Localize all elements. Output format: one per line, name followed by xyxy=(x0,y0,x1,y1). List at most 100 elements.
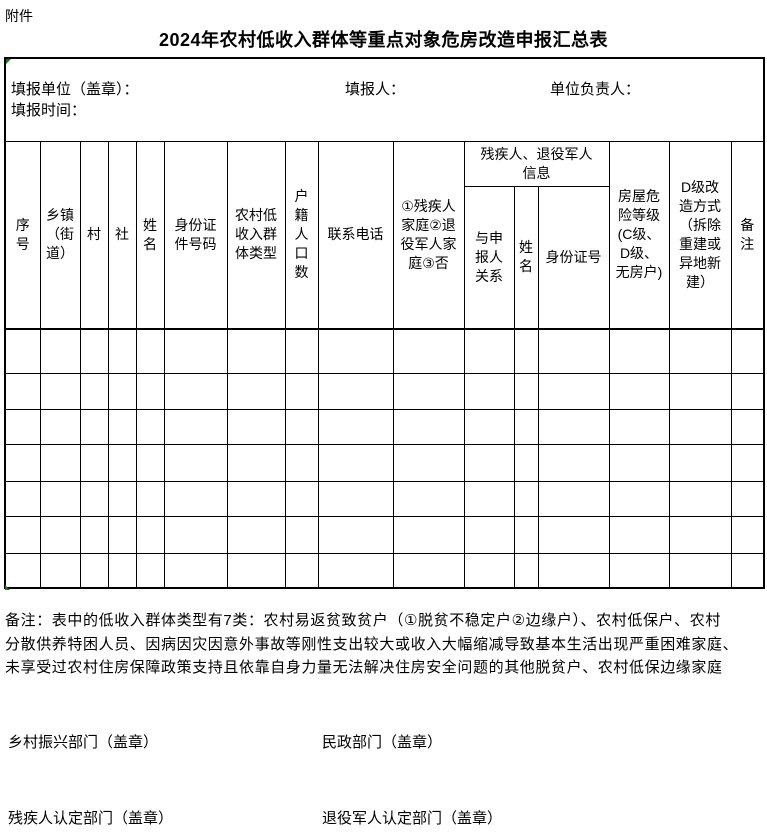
empty-cell xyxy=(4,372,41,410)
header-row-1: 序 号 乡镇 （街 道） 村 社 姓 名 身份证 件号码 农村低 收入群 体类型… xyxy=(4,140,765,330)
empty-cell xyxy=(163,515,228,554)
table-row xyxy=(4,372,765,410)
empty-cell xyxy=(79,443,109,482)
col-header-group-type: 农村低 收入群 体类型 xyxy=(226,140,286,330)
empty-cell xyxy=(513,480,539,517)
empty-cell xyxy=(107,480,137,517)
col-header-d-mode: D级改 造方式 （拆除 重建或 异地新 建） xyxy=(668,140,732,330)
empty-cell xyxy=(135,480,165,517)
page-title: 2024年农村低收入群体等重点对象危房改造申报汇总表 xyxy=(158,30,609,50)
col-header-phone: 联系电话 xyxy=(317,140,394,330)
info-cell: 填报单位（盖章）： 填报人： 单位负责人： 填报时间： xyxy=(4,57,765,142)
col-header-relation: 与申 报人 关系 xyxy=(463,185,515,330)
reporter-label: 填报人： xyxy=(345,80,406,98)
stamp-veterans-certification: 退役军人认定部门（盖章） xyxy=(322,810,503,827)
empty-cell xyxy=(668,328,732,374)
col-header-seq: 序 号 xyxy=(4,140,41,330)
empty-cell xyxy=(668,408,732,445)
col-header-township: 乡镇 （街 道） xyxy=(39,140,81,330)
empty-cell xyxy=(284,480,319,517)
empty-cell xyxy=(107,515,137,554)
table-header-section: 序 号 乡镇 （街 道） 村 社 姓 名 身份证 件号码 农村低 收入群 体类型… xyxy=(4,140,765,330)
stamp-row-2: 残疾人认定部门（盖章） 退役军人认定部门（盖章） xyxy=(0,807,767,827)
col-header-household-pop: 户 籍 人 口 数 xyxy=(284,140,319,330)
empty-cell xyxy=(226,515,286,554)
empty-cell xyxy=(668,515,732,554)
empty-cell xyxy=(79,408,109,445)
empty-cell xyxy=(608,372,670,410)
empty-cell xyxy=(135,443,165,482)
empty-cell xyxy=(107,552,137,589)
empty-cell xyxy=(317,443,394,482)
empty-cell xyxy=(608,408,670,445)
empty-cell xyxy=(730,443,765,482)
table-row xyxy=(4,515,765,554)
empty-cell xyxy=(79,515,109,554)
empty-cell xyxy=(163,328,228,374)
empty-cell xyxy=(79,480,109,517)
empty-cell xyxy=(135,408,165,445)
col-header-remark: 备 注 xyxy=(730,140,765,330)
empty-cell xyxy=(4,443,41,482)
col-group-header-disabled-veteran-info: 残疾人、退役军人 信息 xyxy=(463,140,610,187)
stamp-row-1: 乡村振兴部门（盖章） 民政部门（盖章） xyxy=(0,731,767,751)
empty-cell xyxy=(317,552,394,589)
empty-cell xyxy=(226,328,286,374)
empty-cell xyxy=(107,443,137,482)
empty-cell xyxy=(39,552,81,589)
stamp-civil-affairs: 民政部门（盖章） xyxy=(322,734,443,751)
empty-cell xyxy=(79,552,109,589)
empty-cell xyxy=(107,408,137,445)
empty-cell xyxy=(4,515,41,554)
note-line: 分散供养特困人员、因病因灾因意外事故等刚性支出较大或收入大幅缩减导致基本生活出现… xyxy=(5,635,739,653)
empty-cell xyxy=(730,552,765,589)
empty-cell xyxy=(226,480,286,517)
summary-table: 填报单位（盖章）： 填报人： 单位负责人： 填报时间： 序 号 乡镇 （街 道）… xyxy=(4,57,766,589)
col-header-she: 社 xyxy=(107,140,137,330)
empty-cell xyxy=(135,515,165,554)
empty-cell xyxy=(392,515,465,554)
excel-marker-icon xyxy=(6,59,11,64)
empty-cell xyxy=(392,328,465,374)
table-info-section: 填报单位（盖章）： 填报人： 单位负责人： 填报时间： xyxy=(4,57,765,142)
empty-cell xyxy=(284,408,319,445)
empty-cell xyxy=(107,372,137,410)
note-block: 备注：表中的低收入群体类型有7类：农村易返贫致贫户（①脱贫不稳定户②边缘户）、农… xyxy=(5,609,765,680)
empty-cell xyxy=(730,372,765,410)
col-header-village: 村 xyxy=(79,140,109,330)
empty-cell xyxy=(135,328,165,374)
empty-cell xyxy=(4,552,41,589)
table-row xyxy=(4,328,765,374)
col-header-name: 姓 名 xyxy=(135,140,165,330)
empty-cell xyxy=(513,552,539,589)
empty-cell xyxy=(163,443,228,482)
empty-cell xyxy=(608,443,670,482)
empty-cell xyxy=(163,552,228,589)
attachment-label: 附件 xyxy=(5,8,33,24)
empty-cell xyxy=(39,328,81,374)
empty-cell xyxy=(513,515,539,554)
empty-cell xyxy=(4,328,41,374)
empty-cell xyxy=(730,480,765,517)
empty-cell xyxy=(317,408,394,445)
empty-cell xyxy=(537,372,610,410)
empty-cell xyxy=(226,408,286,445)
empty-cell xyxy=(317,328,394,374)
empty-cell xyxy=(4,408,41,445)
stamp-rural-revitalization: 乡村振兴部门（盖章） xyxy=(8,734,159,751)
empty-cell xyxy=(513,408,539,445)
empty-cell xyxy=(392,480,465,517)
empty-cell xyxy=(39,515,81,554)
empty-cell xyxy=(513,443,539,482)
empty-cell xyxy=(39,408,81,445)
table-row xyxy=(4,552,765,589)
empty-cell xyxy=(730,515,765,554)
empty-cell xyxy=(4,480,41,517)
empty-cell xyxy=(284,443,319,482)
empty-cell xyxy=(392,408,465,445)
empty-cell xyxy=(463,443,515,482)
note-line: 备注：表中的低收入群体类型有7类：农村易返贫致贫户（①脱贫不稳定户②边缘户）、农… xyxy=(5,612,721,629)
empty-cell xyxy=(284,372,319,410)
stamp-disabled-certification: 残疾人认定部门（盖章） xyxy=(8,810,174,827)
